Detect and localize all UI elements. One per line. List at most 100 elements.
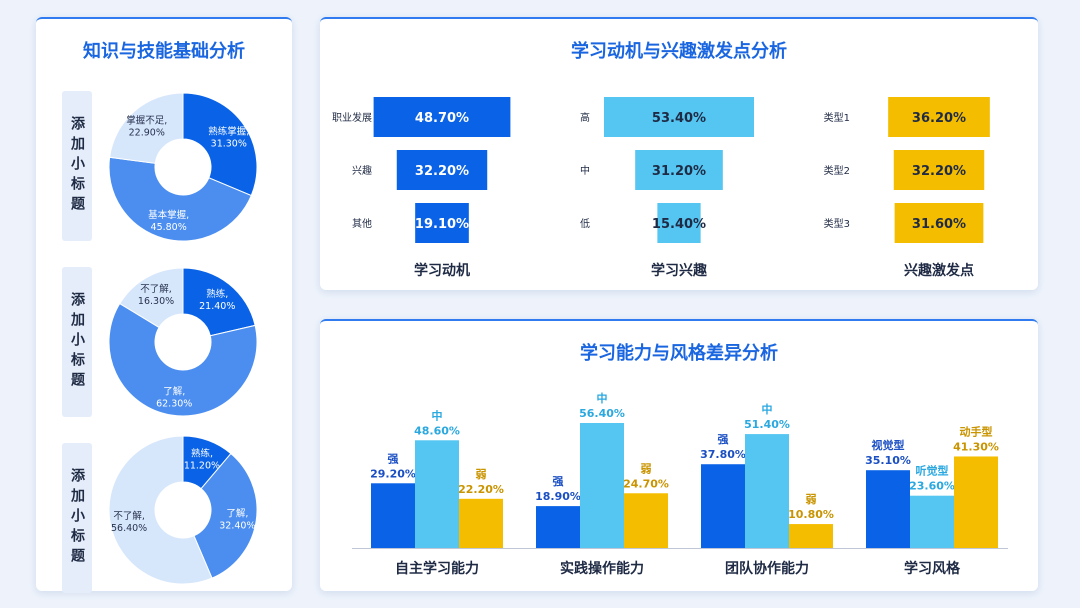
group-bar-value: 29.20% — [370, 467, 416, 480]
slice-label: 不了解, — [113, 510, 145, 522]
donut-slice — [193, 452, 258, 579]
group-bar-name: 中 — [432, 408, 443, 422]
funnel-category: 兴趣 — [352, 164, 372, 177]
group-category: 学习风格 — [904, 560, 961, 577]
funnel-category: 高 — [580, 111, 590, 124]
funnel-bar — [635, 150, 723, 190]
slice-label: 不了解, — [140, 283, 172, 295]
funnel-bar-value: 31.20% — [652, 164, 706, 179]
group-bar-name: 动手型 — [960, 424, 993, 438]
funnel-bar — [888, 97, 990, 137]
group-bar — [371, 483, 415, 548]
donut-slice — [182, 267, 256, 337]
funnel-category: 类型1 — [824, 111, 850, 124]
funnel-category: 职业发展 — [332, 111, 372, 124]
slice-value: 32.40% — [219, 520, 255, 531]
funnel-bar — [894, 203, 984, 243]
subtitle-box-2[interactable]: 添加小标题 — [62, 267, 92, 417]
slice-value: 16.30% — [138, 296, 174, 307]
funnel-bar-value: 48.70% — [415, 111, 469, 126]
group-bar — [910, 495, 954, 548]
funnel-bar — [415, 203, 469, 243]
group-bar-value: 48.60% — [414, 424, 460, 437]
slice-label: 熟练, — [206, 288, 228, 300]
group-bar-name: 视觉型 — [872, 438, 905, 452]
top-panel-title: 学习动机与兴趣激发点分析 — [571, 41, 787, 62]
group-bar-name: 听觉型 — [916, 464, 949, 478]
pie-chart-skill-b: 熟练,11.20% 了解,32.40% 不了解,56.40% — [108, 435, 258, 585]
group-category: 团队协作能力 — [725, 560, 809, 577]
group-bar — [954, 456, 998, 548]
group-bar-value: 18.90% — [535, 490, 581, 503]
funnel-category: 类型2 — [824, 164, 850, 177]
funnel-bar-value: 32.20% — [912, 164, 966, 179]
funnel-bar — [604, 97, 754, 137]
group-bar-name: 弱 — [806, 493, 817, 506]
group-bar — [745, 434, 789, 548]
group-bar-name: 强 — [553, 475, 564, 488]
slice-value: 11.20% — [184, 460, 220, 471]
group-bar-value: 23.60% — [909, 480, 955, 493]
group-bar-value: 10.80% — [788, 508, 834, 521]
slice-label: 了解, — [163, 385, 185, 397]
slice-value: 22.90% — [129, 128, 165, 139]
slice-label: 熟练, — [191, 447, 213, 459]
group-category: 实践操作能力 — [560, 560, 644, 577]
group-bar — [789, 524, 833, 548]
funnel-bar-value: 19.10% — [415, 217, 469, 232]
group-bar-value: 37.80% — [700, 448, 746, 461]
funnel-bar — [893, 150, 985, 190]
funnel-bar — [657, 203, 701, 243]
slice-value: 21.40% — [199, 301, 235, 312]
slice-label: 熟练掌握, — [208, 126, 249, 138]
funnel-xlabel: 兴趣激发点 — [904, 262, 974, 279]
group-bar — [415, 440, 459, 548]
funnel-bar — [396, 150, 488, 190]
slice-label: 基本掌握, — [148, 209, 189, 221]
donut-slice — [119, 267, 184, 329]
group-bar-name: 强 — [718, 433, 729, 446]
funnel-xlabel: 学习兴趣 — [651, 262, 708, 279]
group-bar-name: 中 — [597, 391, 608, 405]
group-bar-value: 24.70% — [623, 477, 669, 490]
subtitle-box-3[interactable]: 添加小标题 — [62, 443, 92, 593]
funnel-bar — [373, 97, 511, 137]
group-bar — [536, 506, 580, 548]
group-bar — [580, 423, 624, 548]
funnel-xlabel: 学习动机 — [414, 262, 470, 279]
slice-label: 掌握不足, — [126, 115, 167, 127]
donut-slice — [108, 156, 252, 242]
bottom-panel-title: 学习能力与风格差异分析 — [580, 343, 778, 364]
group-bar-value: 41.30% — [953, 440, 999, 453]
subtitle-box-1[interactable]: 添加小标题 — [62, 91, 92, 241]
group-bar-value: 35.10% — [865, 454, 911, 467]
funnel-bar-value: 32.20% — [415, 164, 469, 179]
group-bar-name: 中 — [762, 402, 773, 416]
donut-slice — [182, 92, 258, 197]
grouped-bar-chart: 强 29.20% 中 48.60% 弱 22.20% 自主学习能力 强 18.90% 中 56.40… — [352, 391, 1008, 577]
pie-chart-knowledge: 熟练掌握,31.30% 基本掌握,45.80% 掌握不足,22.90% — [108, 92, 258, 242]
group-bar — [701, 464, 745, 548]
ability-style-panel: 学习能力与风格差异分析 强 29.20% 中 48.60% 弱 22.20% 自主学习能力强… — [320, 319, 1038, 591]
motivation-interest-panel: 学习动机与兴趣激发点分析 48.70% 职业发展 32.20% 兴趣 19.10% 其他学… — [320, 17, 1038, 290]
donut-slice — [108, 302, 258, 417]
funnel-bar-value: 53.40% — [652, 111, 706, 126]
group-bar-value: 56.40% — [579, 407, 625, 420]
group-bar-value: 22.20% — [458, 483, 504, 496]
group-bar — [624, 493, 668, 548]
slice-value: 31.30% — [211, 139, 247, 150]
knowledge-skills-panel: 知识与技能基础分析 添加小标题 熟练掌握, 31.30% 基本掌握, 45.80% 掌握… — [36, 17, 292, 593]
donut-slice — [108, 435, 213, 585]
group-bar-name: 强 — [388, 452, 399, 465]
funnel-category: 其他 — [352, 217, 372, 230]
group-bar — [866, 470, 910, 548]
donut-slice — [109, 92, 184, 164]
group-bar-name: 弱 — [476, 468, 487, 481]
slice-value: 62.30% — [156, 398, 192, 409]
group-bar — [459, 498, 503, 548]
group-category: 自主学习能力 — [395, 560, 479, 577]
funnel-bar-value: 36.20% — [912, 111, 966, 126]
group-bar-value: 51.40% — [744, 418, 790, 431]
funnel-category: 中 — [580, 164, 590, 177]
